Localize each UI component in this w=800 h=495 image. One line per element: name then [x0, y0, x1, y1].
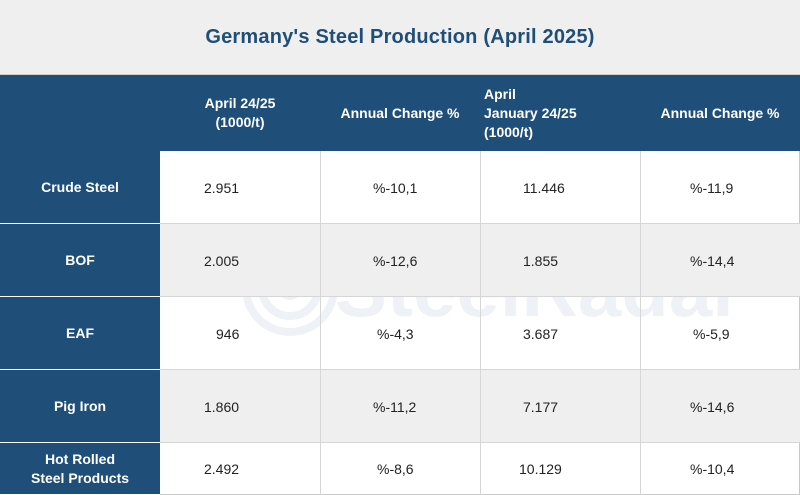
table-row: Crude Steel 2.951 %-10,1 11.446 %-11,9 [0, 151, 800, 224]
table-cell: %-12,6 [373, 252, 418, 269]
row-divider [160, 223, 800, 224]
column-header: April 24/25 (1000/t) [204, 95, 276, 130]
row-divider [160, 442, 800, 443]
table-cell: 10.129 [519, 461, 562, 477]
table-cell: 946 [216, 325, 240, 342]
table-cell: 3.687 [523, 325, 559, 342]
row-label: Crude Steel [0, 151, 160, 224]
title-bar: Germany's Steel Production (April 2025) [0, 0, 800, 75]
table-cell: %-10,4 [690, 461, 735, 477]
table-cell: %-14,4 [690, 252, 735, 269]
table-cell: 1.860 [204, 398, 240, 415]
header-row: April 24/25 (1000/t) Annual Change % Apr… [0, 75, 800, 151]
table-row: Hot Rolled Steel Products 2.492 %-8,6 10… [0, 443, 800, 495]
column-header: Annual Change % [660, 104, 780, 121]
table-cell: 2.951 [204, 179, 240, 196]
table-cell: %-5,9 [693, 325, 730, 342]
column-header: April January 24/25 (1000/t) [484, 85, 577, 140]
table-cell: 2.005 [204, 252, 240, 269]
table-row: Pig Iron 1.860 %-11,2 7.177 %-14,6 [0, 370, 800, 443]
column-divider [320, 151, 321, 495]
row-label: Hot Rolled Steel Products [0, 443, 160, 495]
table-cell: %-4,3 [377, 325, 414, 342]
table-cell: %-14,6 [690, 398, 735, 415]
table-row: BOF 2.005 %-12,6 1.855 %-14,4 [0, 224, 800, 297]
row-label: Pig Iron [0, 370, 160, 443]
row-divider [160, 296, 800, 297]
table-cell: 7.177 [523, 398, 559, 415]
table-cell: %-11,9 [690, 179, 734, 196]
table-cell: 11.446 [523, 179, 565, 196]
column-divider [640, 151, 641, 495]
row-label: EAF [0, 297, 160, 370]
column-divider [480, 151, 481, 495]
table-cell: 2.492 [204, 461, 240, 477]
row-divider [160, 369, 800, 370]
table-cell: %-8,6 [377, 461, 414, 477]
row-label: BOF [0, 224, 160, 297]
table-cell: 1.855 [523, 252, 559, 269]
table-cell: %-10,1 [373, 179, 418, 196]
table-title: Germany's Steel Production (April 2025) [205, 25, 595, 48]
table-cell: %-11,2 [373, 398, 417, 415]
column-header: Annual Change % [340, 104, 460, 121]
table-row: EAF 946 %-4,3 3.687 %-5,9 [0, 297, 800, 370]
